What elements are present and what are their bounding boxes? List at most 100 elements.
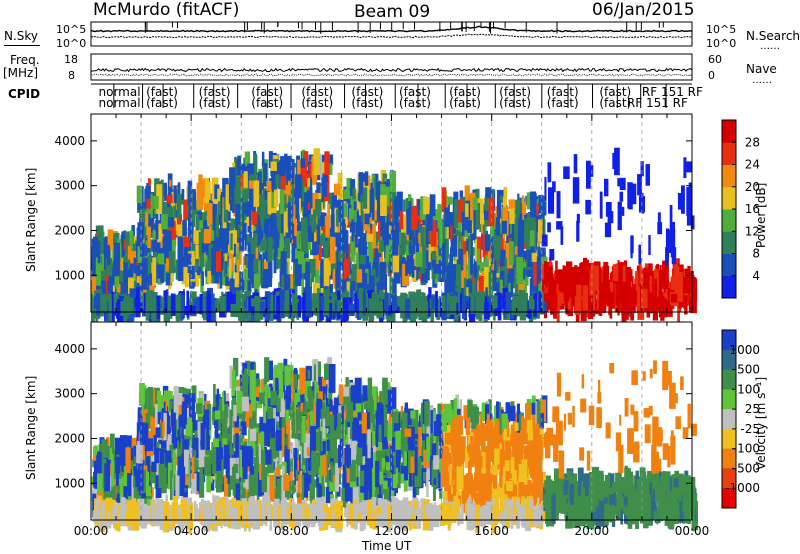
echo-cell	[202, 179, 205, 197]
echo-cell	[146, 183, 149, 193]
echo-cell	[624, 286, 631, 300]
echo-cell	[332, 192, 337, 202]
echo-cell	[688, 182, 693, 196]
cpid-label-text: (fast)	[449, 85, 481, 99]
echo-cell	[217, 213, 221, 225]
echo-cell	[163, 290, 168, 314]
echo-cell	[354, 235, 357, 248]
echo-cell	[168, 221, 176, 252]
echo-cell	[126, 297, 134, 314]
echo-cell	[426, 472, 429, 498]
echo-cell	[309, 483, 315, 501]
echo-cell	[97, 240, 101, 264]
echo-cell	[475, 202, 480, 229]
echo-cell	[517, 193, 520, 206]
echo-cell	[631, 276, 634, 292]
echo-cell	[95, 257, 101, 286]
echo-cell	[335, 463, 339, 492]
echo-cell	[157, 253, 165, 265]
echo-cell	[538, 219, 543, 243]
echo-cell	[472, 197, 478, 211]
y-tick-label: 4000	[54, 134, 85, 148]
echo-cell	[215, 213, 219, 238]
echo-cell	[92, 274, 96, 300]
echo-cell	[683, 157, 687, 179]
echo-cell	[219, 262, 223, 289]
echo-cell	[182, 439, 189, 449]
echo-cell	[214, 299, 220, 313]
echo-cell	[195, 215, 200, 231]
echo-cell	[596, 289, 600, 310]
echo-cell	[295, 174, 302, 196]
beam-title: Beam 09	[354, 2, 431, 22]
echo-cell	[342, 417, 349, 435]
echo-cell	[548, 187, 555, 214]
echo-cell	[391, 278, 397, 305]
echo-cell	[105, 258, 113, 277]
echo-cell	[466, 238, 469, 252]
echo-cell	[372, 223, 376, 249]
echo-cell	[320, 472, 325, 488]
echo-cell	[321, 486, 326, 506]
echo-cell	[231, 230, 238, 254]
echo-cell	[445, 238, 449, 266]
echo-cell	[363, 295, 366, 309]
echo-cell	[474, 258, 478, 279]
echo-cell	[136, 434, 140, 444]
echo-cell	[248, 254, 255, 278]
echo-cell	[151, 417, 157, 443]
echo-cell	[630, 247, 633, 259]
echo-cell	[349, 476, 357, 488]
echo-cell	[177, 456, 181, 476]
echo-cell	[308, 415, 311, 435]
echo-cell	[367, 188, 375, 214]
echo-cell	[291, 293, 295, 323]
echo-cell	[554, 290, 562, 307]
cpid-label-text: normal	[99, 96, 141, 110]
echo-cell	[153, 435, 157, 455]
echo-cell	[309, 214, 316, 233]
echo-cell	[681, 185, 685, 214]
echo-cell	[457, 199, 464, 223]
echo-cell	[183, 244, 188, 268]
echo-cell	[285, 237, 291, 259]
echo-cell	[683, 284, 691, 295]
echo-cell	[285, 437, 290, 457]
echo-cell	[289, 480, 295, 495]
echo-cell	[354, 292, 358, 313]
echo-cell	[635, 286, 641, 308]
echo-cell	[221, 392, 225, 411]
echo-cell	[494, 259, 497, 289]
echo-cell	[141, 399, 144, 418]
nsearch-label: N.Search	[746, 29, 800, 43]
echo-cell	[615, 282, 619, 306]
echo-cell	[530, 191, 537, 218]
echo-cell	[441, 187, 447, 212]
echo-cell	[395, 456, 400, 473]
echo-cell	[281, 465, 285, 487]
noise-right-tick-bottom: 10^0	[706, 37, 737, 50]
echo-cell	[97, 473, 103, 493]
echo-cell	[630, 294, 634, 321]
echo-cell	[446, 279, 450, 299]
echo-cell	[389, 464, 393, 480]
echo-cell	[107, 280, 111, 292]
echo-cell	[214, 184, 220, 200]
echo-cell	[303, 433, 310, 458]
echo-cell	[447, 196, 453, 205]
echo-cell	[97, 451, 102, 479]
echo-cell	[321, 384, 328, 403]
echo-cell	[160, 438, 167, 458]
echo-cell	[322, 418, 326, 439]
echo-cell	[323, 291, 330, 316]
echo-cell	[185, 417, 192, 437]
echo-cell	[679, 272, 683, 302]
echo-cell	[413, 409, 419, 434]
echo-cell	[93, 236, 100, 264]
echo-cell	[160, 259, 165, 283]
echo-cell	[287, 202, 293, 228]
echo-cell	[284, 194, 287, 212]
echo-cell	[242, 204, 246, 214]
echo-cell	[318, 186, 323, 210]
echo-cell	[274, 294, 278, 315]
